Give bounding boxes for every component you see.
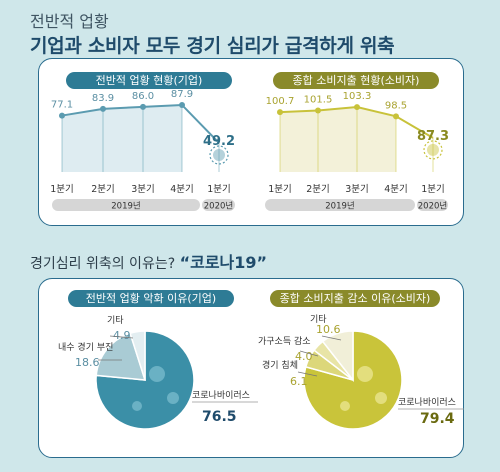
- value-label-1-1: 101.5: [304, 95, 333, 106]
- year-label-0-0: 2019년: [111, 201, 140, 212]
- value-label-1-2: 103.3: [343, 91, 372, 102]
- slice-label-0-2: 기타: [107, 315, 124, 326]
- leader-line-1-2: [299, 350, 319, 357]
- tick-label-0-1: 2분기: [91, 184, 115, 195]
- value-label-0-1: 83.9: [92, 93, 114, 104]
- slice-value-1-0: 79.4: [420, 411, 455, 427]
- pie-slice-0-1: [95, 332, 147, 381]
- corporate-chart-title: 전반적 업황 현황(기업): [66, 72, 232, 89]
- section-subtitle: 전반적 업황: [30, 12, 109, 31]
- pie-slice-0-0: [95, 330, 195, 430]
- year-label-1-0: 2019년: [325, 201, 354, 212]
- value-label-0-0: 77.1: [51, 100, 73, 111]
- virus-particle-icon-1-1: [375, 392, 387, 404]
- leader-line-1-1: [297, 371, 318, 377]
- point-1-0: [277, 109, 283, 116]
- slice-label-1-2: 가구소득 감소: [258, 335, 311, 347]
- slice-value-0-1: 18.6: [75, 356, 100, 369]
- reason-question-text: 경기심리 위축의 이유는?: [30, 256, 176, 272]
- point-0-1: [100, 105, 106, 112]
- slice-label-1-1: 경기 침체: [262, 359, 298, 371]
- slice-label-1-3: 기타: [310, 314, 327, 325]
- reason-question-highlight: “코로나19”: [179, 253, 268, 272]
- point-0-2: [140, 103, 146, 110]
- pie-slice-0-2: [129, 330, 146, 381]
- value-label-1-3: 98.5: [385, 100, 407, 111]
- year-bar-1-0: [265, 199, 415, 211]
- corporate-reason-title: 전반적 업황 악화 이유(기업): [68, 290, 234, 307]
- tick-label-1-2: 3분기: [345, 184, 369, 195]
- point-1-3: [393, 113, 399, 120]
- reason-question: 경기심리 위축의 이유는? “코로나19”: [30, 249, 267, 273]
- year-label-1-1: 2020년: [418, 201, 447, 212]
- year-bar-1-1: [417, 199, 448, 211]
- tick-label-0-0: 1분기: [50, 184, 74, 195]
- tick-label-1-0: 1분기: [268, 184, 292, 195]
- virus-particle-icon-0-1: [167, 392, 179, 404]
- slice-value-1-3: 10.6: [316, 323, 341, 336]
- virus-particle-icon-1-0: [357, 366, 373, 382]
- consumer-reason-title: 종합 소비지출 감소 이유(소비자): [270, 290, 440, 307]
- slice-value-1-1: 6.1: [290, 375, 308, 388]
- year-bar-0-0: [52, 199, 200, 211]
- point-halo-1: [423, 140, 443, 160]
- value-label-1-4: 87.3: [417, 129, 449, 144]
- point-1-1: [315, 107, 321, 114]
- line-area-1: [280, 107, 396, 172]
- pie-slice-1-3: [321, 330, 354, 383]
- leader-line-1-3: [321, 335, 342, 341]
- tick-label-1-1: 2분기: [306, 184, 330, 195]
- slice-value-0-2: 4.9: [113, 329, 131, 342]
- point-0-4: [213, 148, 225, 161]
- virus-particle-icon-1-2: [340, 401, 350, 411]
- point-0-3: [179, 101, 185, 108]
- value-label-1-0: 100.7: [266, 96, 295, 107]
- slice-label-1-0: 코로나바이러스: [398, 397, 456, 408]
- line-area-0: [62, 104, 182, 172]
- year-label-0-1: 2020년: [204, 201, 233, 212]
- slice-label-0-0: 코로나바이러스: [192, 390, 250, 401]
- value-label-0-2: 86.0: [132, 91, 154, 102]
- slice-value-0-0: 76.5: [202, 409, 237, 425]
- tick-label-0-3: 4분기: [170, 184, 194, 195]
- point-halo-0: [209, 145, 229, 165]
- point-0-0: [59, 112, 65, 119]
- leader-line-0-2: [109, 335, 134, 339]
- value-label-0-3: 87.9: [171, 89, 193, 100]
- consumer-chart-title: 종합 소비지출 현황(소비자): [273, 72, 439, 89]
- point-1-2: [354, 104, 360, 111]
- tick-label-1-4: 1분기: [421, 184, 445, 195]
- year-bar-0-1: [202, 199, 235, 211]
- tick-label-0-4: 1분기: [207, 184, 231, 195]
- tick-label-1-3: 4분기: [384, 184, 408, 195]
- point-1-4: [427, 143, 439, 156]
- tick-label-0-2: 3분기: [131, 184, 155, 195]
- value-label-0-4: 49.2: [203, 134, 235, 149]
- virus-particle-icon-0-0: [149, 366, 165, 382]
- page-title: 기업과 소비자 모두 경기 심리가 급격하게 위축: [30, 35, 395, 57]
- virus-particle-icon-0-2: [132, 401, 142, 411]
- slice-label-0-1: 내수 경기 부진: [58, 341, 113, 353]
